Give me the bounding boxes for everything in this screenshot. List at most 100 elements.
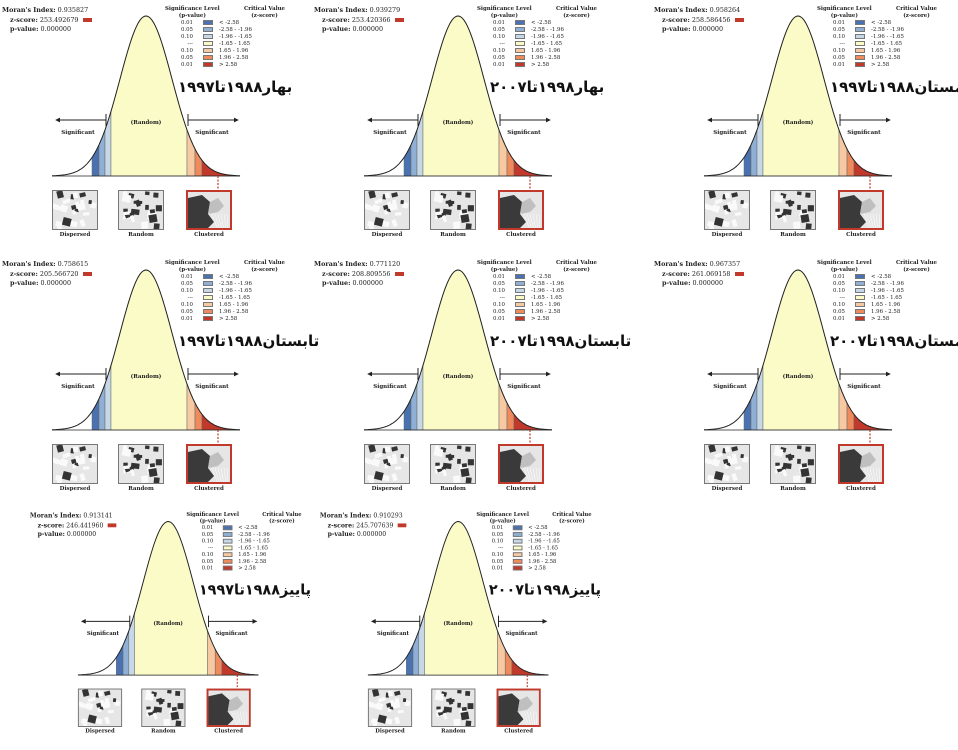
curve-region [846,402,855,431]
legend-row: 0.05 1.96 - 2.58 [165,54,285,61]
legend-row: 0.01 < -2.58 [165,273,285,280]
clustered-pattern-image [186,444,232,484]
legend-pvalue: 0.10 [832,47,845,54]
zscore-marker [82,271,92,276]
random-caption: Random [128,486,154,492]
legend-pvalue: 0.10 [832,33,845,40]
significant-left-label: Significant [87,631,120,637]
legend-row: 0.01 < -2.58 [817,19,937,26]
zscore-marker [82,17,92,22]
moran-report-panel: Moran's Index: 0.967357 z-score: 261.0691… [652,258,958,508]
random-pattern-image [141,688,186,727]
legend-swatch [855,48,865,53]
dispersed-thumbnail: Dispersed [77,688,123,735]
legend-swatch [222,538,233,544]
clustered-pattern-image [838,190,884,230]
legend-row: --- -1.65 - 1.65 [165,294,285,301]
moran-label: Moran's Index: [314,6,368,14]
random-thumbnail: Random [770,190,816,238]
curve-region [91,144,100,177]
curve-line [703,15,893,177]
dispersed-caption: Dispersed [711,232,743,238]
legend-row: 0.01 < -2.58 [186,524,301,531]
curve-line [363,269,553,431]
legend-zrange: > 2.58 [238,565,256,571]
legend-zrange: > 2.58 [531,315,550,322]
legend-zrange: 1.96 - 2.58 [219,54,249,61]
zscore-label: z-score: [37,521,65,529]
legend-zrange: < -2.58 [219,273,240,280]
legend-swatch [855,62,865,67]
legend-pvalue: 0.01 [832,273,845,280]
legend-row: 0.10 -1.96 - -1.65 [165,33,285,40]
legend-swatch [222,552,233,558]
legend-zrange: -1.96 - -1.65 [219,287,252,294]
curve-region [134,521,208,676]
pattern-thumbnails: Dispersed Random Clustered [364,190,554,246]
pvalue-value: 0.000000 [66,530,97,538]
panel-title: زمستان۱۹۸۸تا۱۹۹۷ [830,78,958,96]
dispersed-pattern-image [77,688,123,727]
legend-row: 0.05 1.96 - 2.58 [817,54,937,61]
legend-pvalue: 0.05 [180,280,193,287]
random-caption: Random [128,232,154,238]
zscore-marker [107,522,116,527]
legend-pvalue: 0.10 [180,301,193,308]
random-label: (Random) [443,119,474,126]
legend-row: 0.01 > 2.58 [186,565,301,572]
legend-swatch [222,558,233,564]
moran-label: Moran's Index: [654,260,708,268]
legend-significance-header: Significance Level (p-value) [165,6,220,19]
dispersed-pattern-image [52,444,98,484]
legend-swatch [512,525,523,531]
legend-row: 0.05 -2.58 - -1.96 [477,26,597,33]
moran-value: 0.910293 [373,511,403,520]
moran-report-panel: Moran's Index: 0.771120 z-score: 208.8095… [312,258,631,508]
legend-swatch [515,27,525,32]
dispersed-caption: Dispersed [59,232,91,238]
clustered-caption: Clustered [846,486,876,492]
panel-title: زمستان۱۹۹۸تا۲۰۰۷ [830,332,958,350]
legend-row: 0.01 > 2.58 [817,315,937,322]
curve-region [91,398,100,431]
legend-zrange: -1.65 - 1.65 [238,545,269,551]
moran-label: Moran's Index: [2,6,56,14]
legend-zrange: -2.58 - -1.96 [238,531,270,538]
legend-zrange: 1.65 - 1.96 [531,301,561,308]
legend-critical-header: Critical Value (z-score) [556,6,597,19]
clustered-caption: Clustered [846,232,876,238]
zscore-marker [397,522,406,527]
legend-zrange: 1.65 - 1.96 [531,47,561,54]
stats-block: Moran's Index: 0.967357 z-score: 261.0691… [654,260,744,289]
legend-row: 0.05 1.96 - 2.58 [477,54,597,61]
random-pattern-image [770,444,816,484]
pvalue-label: p-value: [662,25,691,33]
legend-zrange: -2.58 - -1.96 [219,26,252,33]
zscore-label: z-score: [322,15,350,24]
curve-region [422,269,500,431]
legend-swatch [515,309,525,314]
random-pattern-image [118,190,164,230]
zscore-marker [734,271,744,276]
curve-region [762,15,840,177]
normal-curve-chart: Significant (Random) Significant [51,15,241,190]
legend-zrange: -1.96 - -1.65 [219,33,252,40]
legend-row: 0.01 < -2.58 [476,524,591,531]
legend-swatch [203,34,213,39]
legend-swatch [855,309,865,314]
dispersed-caption: Dispersed [59,486,91,492]
legend-pvalue: 0.05 [832,308,845,315]
random-thumbnail: Random [430,444,476,492]
zscore-label: z-score: [662,15,690,24]
clustered-thumbnail: Clustered [496,688,541,735]
legend-significance-header: Significance Level (p-value) [476,511,529,524]
clustered-pattern-image [498,444,544,484]
legend-zrange: < -2.58 [871,273,892,280]
legend-critical-header: Critical Value (z-score) [244,260,285,273]
random-thumbnail: Random [430,190,476,238]
stats-block: Moran's Index: 0.939279 z-score: 253.4203… [314,6,404,35]
legend-pvalue: 0.10 [492,47,505,54]
clustered-caption: Clustered [506,232,536,238]
legend-pvalue: 0.10 [180,33,193,40]
legend-swatch [855,295,865,300]
